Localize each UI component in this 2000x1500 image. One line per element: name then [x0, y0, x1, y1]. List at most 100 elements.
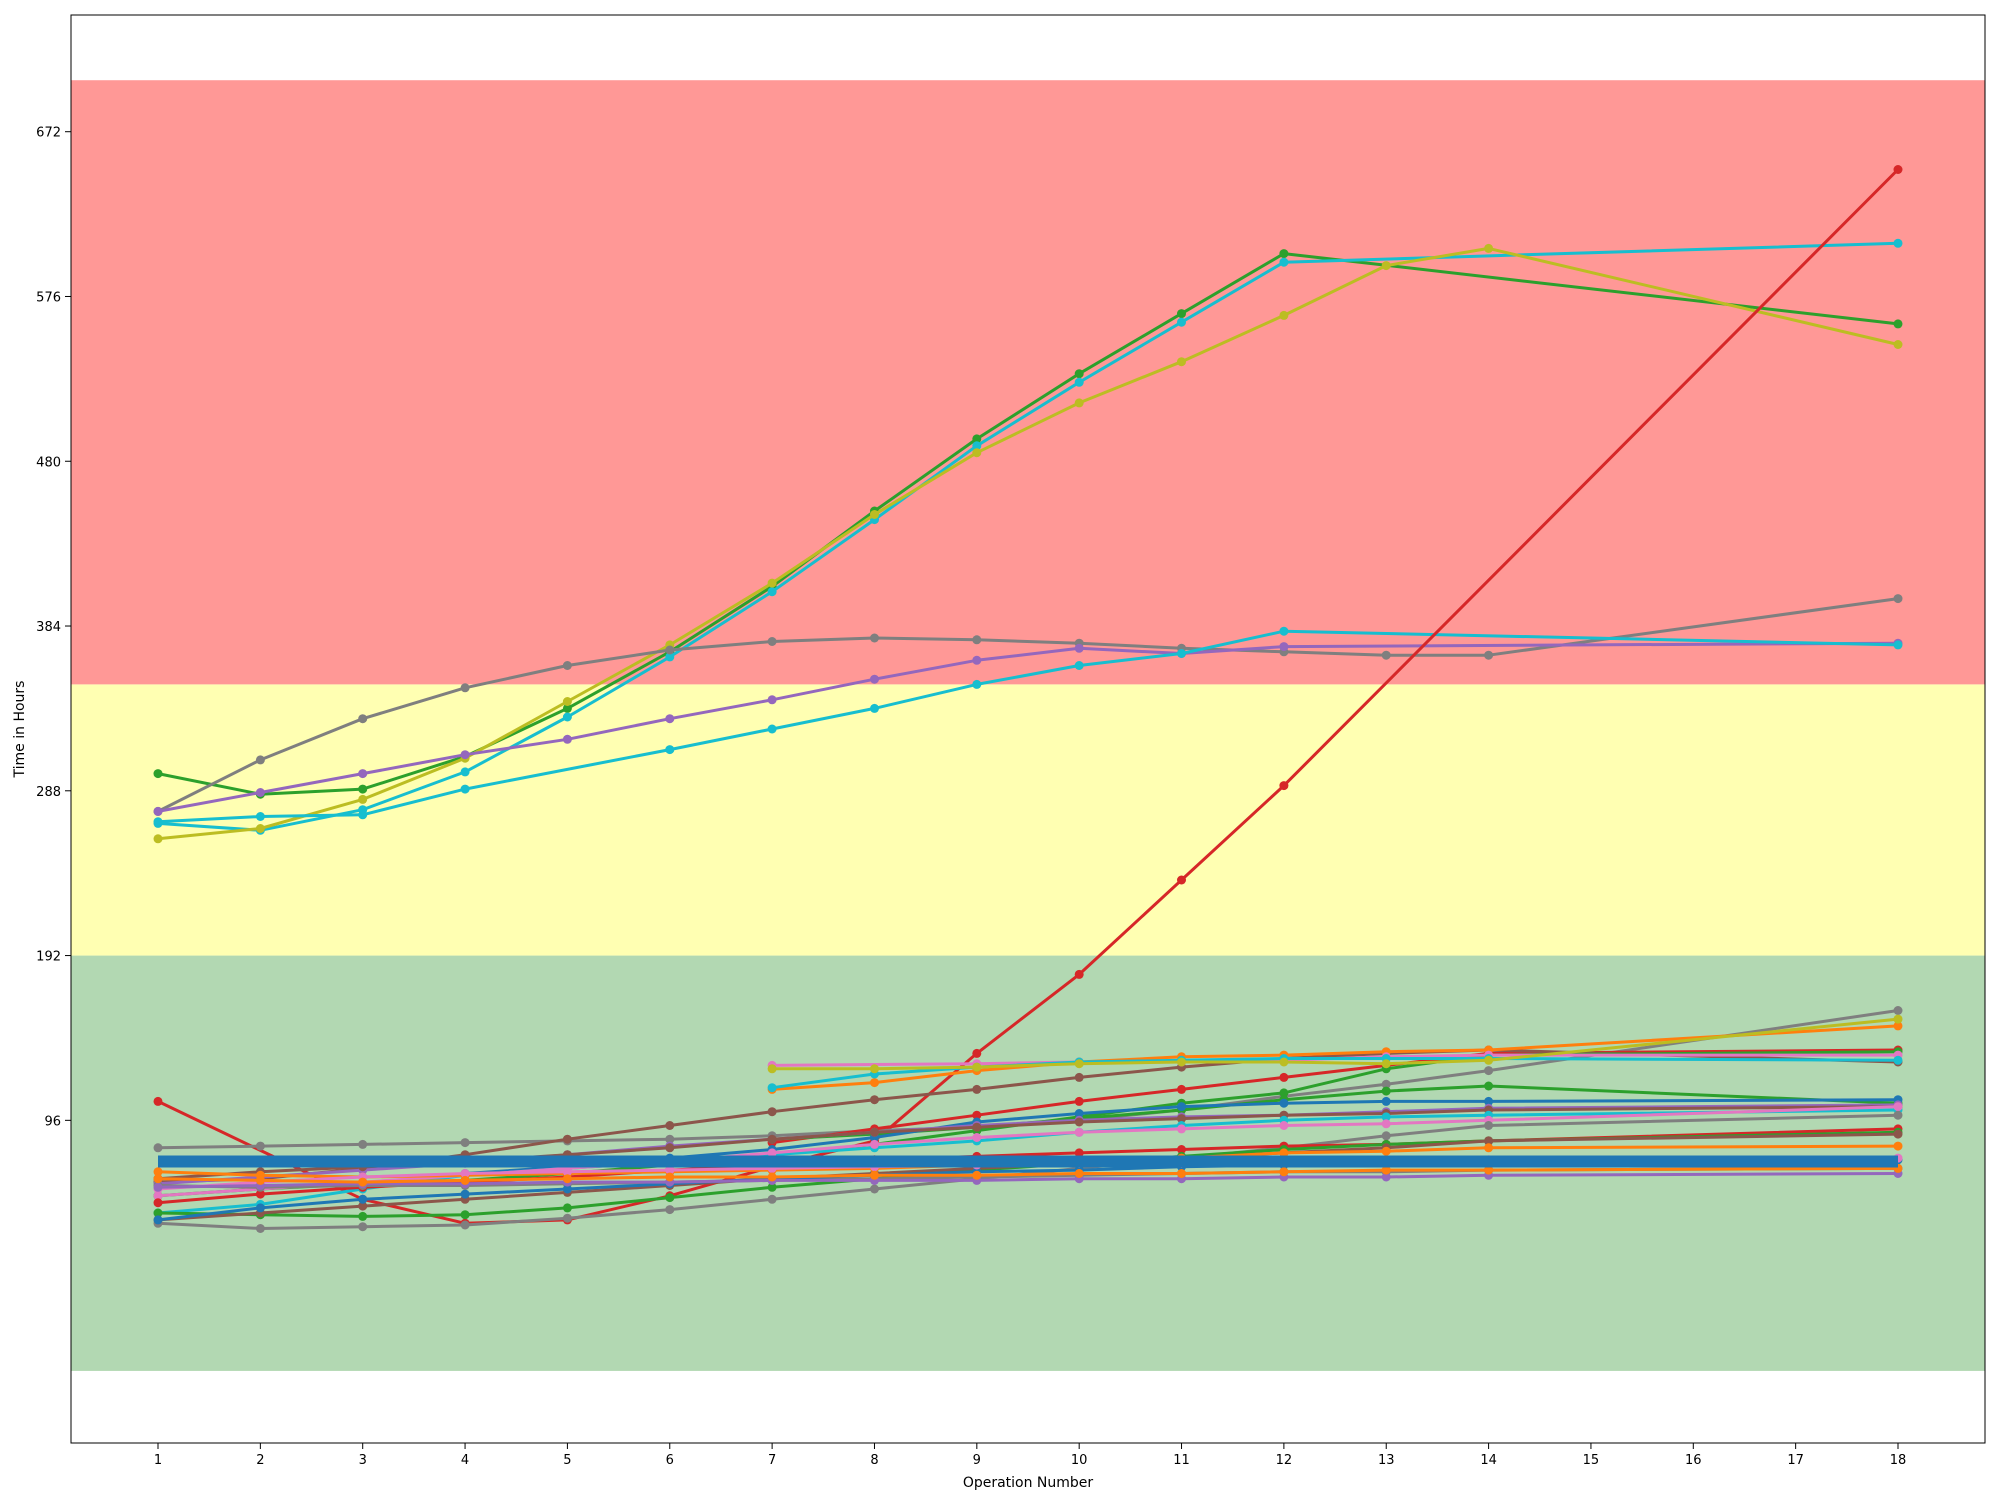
x-axis-ticks: 1 2 3 4 5 6 7 8 9 10 11 12 13 14 15 16 17 18: [154, 1443, 1906, 1468]
data-point: [1381, 1165, 1391, 1175]
data-point: [460, 767, 470, 777]
data-point: [767, 637, 777, 646]
data-point: [1177, 357, 1186, 367]
data-point: [1279, 1148, 1289, 1158]
data-point: [255, 1175, 265, 1185]
data-point: [1177, 1084, 1186, 1094]
data-point: [1381, 1096, 1391, 1106]
data-point: [1177, 1124, 1186, 1134]
data-point: [358, 810, 368, 820]
data-point: [665, 1165, 675, 1175]
y-tick-label: 672: [36, 126, 61, 141]
data-point: [562, 697, 572, 706]
data-point: [665, 1193, 675, 1203]
data-point: [562, 1134, 572, 1144]
x-tick-label: 4: [461, 1453, 469, 1468]
data-point: [358, 1177, 368, 1187]
data-point: [358, 1201, 368, 1211]
data-point: [153, 769, 163, 779]
data-point: [665, 652, 675, 662]
data-point: [665, 714, 675, 724]
threshold-bands: [71, 80, 1985, 1371]
data-point: [767, 1134, 777, 1144]
x-tick-label: 10: [1071, 1453, 1088, 1468]
data-point: [767, 1194, 777, 1204]
data-point: [1279, 1088, 1289, 1098]
data-point: [767, 587, 777, 597]
series-2: [153, 243, 1903, 844]
data-point: [870, 1184, 879, 1194]
data-point: [767, 1107, 777, 1117]
x-tick-label: 15: [1583, 1453, 1600, 1468]
data-point: [358, 769, 368, 779]
data-point: [870, 1078, 879, 1088]
data-point: [358, 1211, 368, 1221]
data-point: [1177, 1057, 1186, 1067]
data-point: [1484, 1096, 1494, 1106]
data-point: [358, 784, 368, 794]
data-point: [460, 1138, 470, 1148]
y-tick-label: 192: [36, 950, 61, 965]
data-point: [1279, 1098, 1289, 1108]
data-point: [1279, 1167, 1289, 1177]
data-point: [1893, 1110, 1903, 1120]
data-point: [1484, 1136, 1494, 1146]
x-tick-label: 13: [1378, 1453, 1395, 1468]
data-point: [1893, 319, 1903, 329]
data-point: [1893, 594, 1903, 604]
data-point: [972, 635, 982, 645]
data-point: [1279, 1121, 1289, 1130]
data-point: [1177, 1114, 1186, 1124]
series-5: [153, 626, 1903, 827]
data-point: [255, 788, 265, 797]
x-tick-label: 17: [1787, 1453, 1804, 1468]
data-point: [767, 578, 777, 588]
data-point: [972, 1170, 982, 1180]
data-point: [767, 1064, 777, 1074]
series-line: [156, 168, 1900, 1225]
data-point: [358, 1222, 368, 1232]
data-point: [870, 1139, 879, 1149]
data-point: [1893, 1021, 1903, 1031]
data-point: [460, 750, 470, 760]
data-point: [460, 1220, 470, 1230]
data-point: [153, 1143, 163, 1153]
y-tick-label: 480: [36, 455, 61, 470]
data-point: [1279, 1057, 1289, 1067]
data-point: [1381, 261, 1391, 271]
data-point: [358, 1194, 368, 1204]
data-point: [1484, 1121, 1494, 1130]
data-point: [1484, 650, 1494, 660]
y-axis-ticks: 96 192 288 384 480 576 672: [36, 126, 71, 1129]
data-point: [255, 1224, 265, 1233]
data-point: [358, 794, 368, 804]
data-point: [1484, 1081, 1494, 1091]
data-point: [1074, 1109, 1084, 1118]
data-point: [255, 1189, 265, 1199]
data-point: [1279, 626, 1289, 636]
data-point: [1074, 1127, 1084, 1137]
data-point: [972, 1062, 982, 1072]
data-point: [972, 1133, 982, 1142]
data-point: [665, 1143, 675, 1153]
data-point: [562, 1184, 572, 1194]
data-point: [1381, 1079, 1391, 1089]
data-point: [972, 441, 982, 451]
x-tick-label: 14: [1480, 1453, 1497, 1468]
data-point: [1893, 1141, 1903, 1151]
data-point: [1381, 1146, 1391, 1156]
y-tick-label: 288: [36, 785, 61, 800]
data-point: [767, 1182, 777, 1192]
data-point: [972, 448, 982, 458]
data-point: [255, 1203, 265, 1213]
data-point: [562, 712, 572, 722]
data-point: [255, 824, 265, 833]
data-point: [1893, 1129, 1903, 1139]
data-point: [153, 1191, 163, 1201]
data-point: [1177, 1169, 1186, 1178]
data-point: [1177, 317, 1186, 327]
y-tick-label: 576: [36, 290, 61, 305]
series-30: [153, 1163, 1903, 1187]
x-tick-label: 2: [256, 1453, 264, 1468]
x-tick-label: 11: [1173, 1453, 1190, 1468]
